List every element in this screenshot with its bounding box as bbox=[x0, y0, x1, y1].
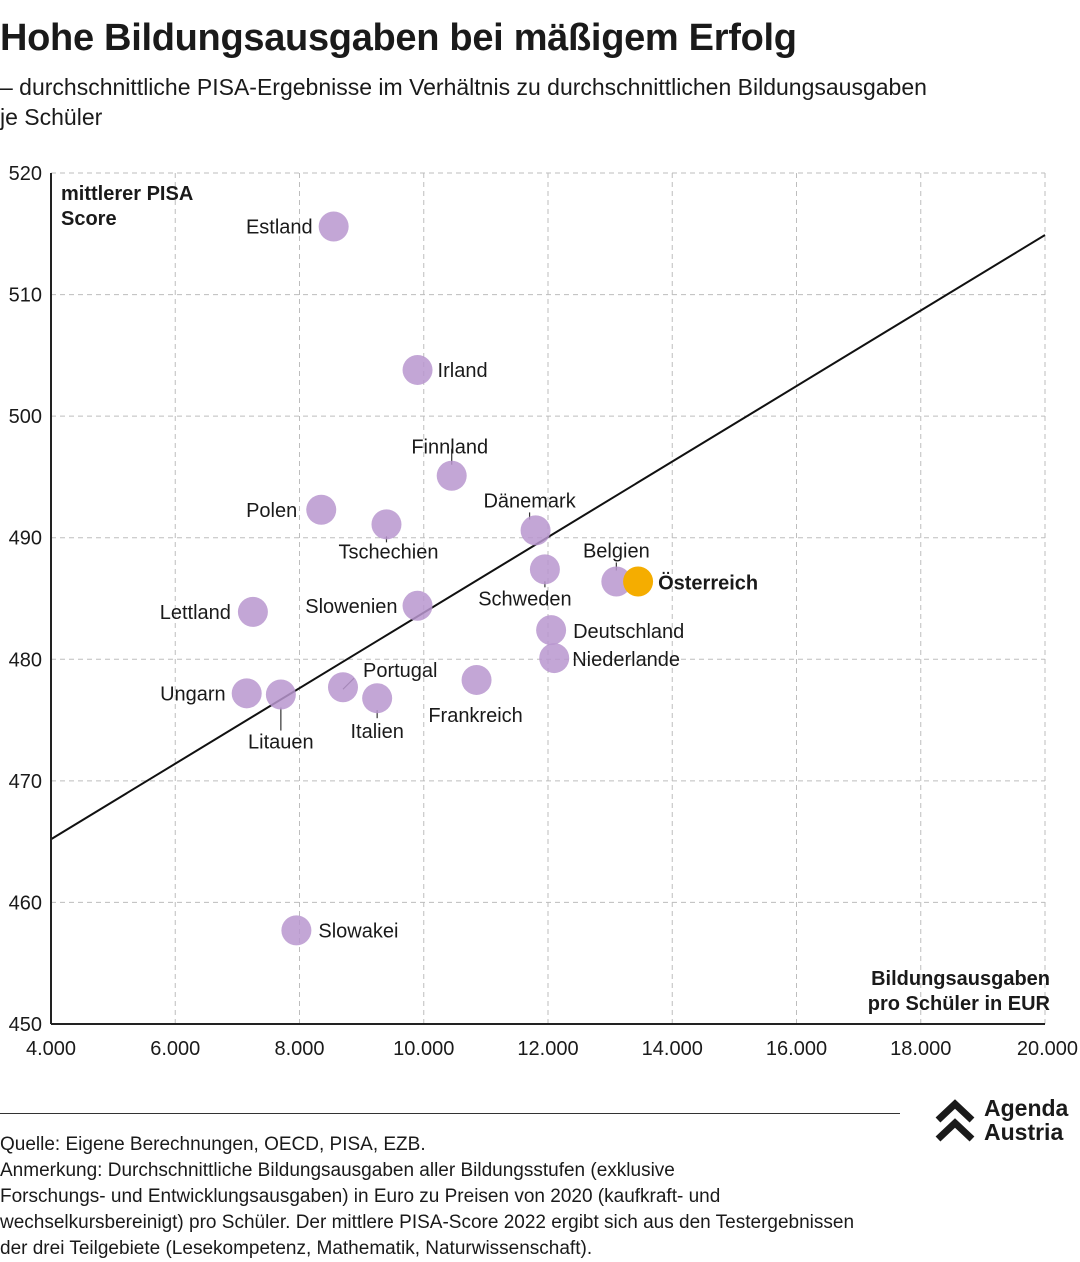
point-label-belgien: Belgien bbox=[583, 540, 650, 562]
point-irland bbox=[402, 354, 433, 385]
note-line-1: Anmerkung: Durchschnittliche Bildungsaus… bbox=[0, 1160, 675, 1181]
point-finnland bbox=[436, 460, 467, 491]
point-lettland bbox=[237, 596, 268, 627]
logo-line-2: Austria bbox=[984, 1119, 1064, 1145]
point-ungarn bbox=[231, 678, 262, 709]
logo-text: Agenda Austria bbox=[984, 1096, 1068, 1144]
point-daenemark bbox=[520, 515, 551, 546]
point-label-frankreich: Frankreich bbox=[428, 705, 522, 727]
scatter-chart: Estland Irland Finnland Polen Tschechien Däne… bbox=[9, 163, 1078, 1060]
note-line-4: der drei Teilgebiete (Lesekompetenz, Mat… bbox=[0, 1238, 593, 1259]
note-line-3: wechselkursbereinigt) pro Schüler. Der m… bbox=[0, 1212, 855, 1233]
footer-divider bbox=[0, 1113, 900, 1114]
x-tick-label-12000: 12.000 bbox=[517, 1038, 578, 1060]
x-tick-label-6000: 6.000 bbox=[150, 1038, 200, 1060]
point-label-finnland: Finnland bbox=[411, 437, 488, 459]
point-label-estland: Estland bbox=[246, 216, 313, 238]
point-label-tschechien: Tschechien bbox=[338, 541, 438, 563]
y-axis-label-line-2: Score bbox=[61, 208, 117, 230]
point-label-italien: Italien bbox=[350, 721, 403, 743]
point-portugal bbox=[327, 672, 358, 703]
x-axis-label-line-2: pro Schüler in EUR bbox=[868, 993, 1051, 1015]
y-axis-label-line-1: mittlerer PISA bbox=[61, 183, 193, 205]
point-frankreich bbox=[461, 664, 492, 695]
point-label-schweden: Schweden bbox=[478, 588, 571, 610]
point-oesterreich bbox=[623, 566, 654, 597]
grid-layer bbox=[51, 172, 1046, 1024]
subtitle-line-1: – durchschnittliche PISA-Ergebnisse im V… bbox=[0, 74, 927, 100]
point-litauen bbox=[265, 679, 296, 710]
x-tick-label-16000: 16.000 bbox=[766, 1038, 827, 1060]
point-label-slowenien: Slowenien bbox=[305, 596, 397, 618]
footer: Quelle: Eigene Berechnungen, OECD, PISA,… bbox=[0, 1132, 1080, 1262]
point-italien bbox=[362, 683, 393, 714]
logo-chevron-icon bbox=[935, 1099, 975, 1142]
point-label-slowakei: Slowakei bbox=[318, 920, 398, 942]
point-polen bbox=[306, 494, 337, 525]
chart-title: Hohe Bildungsausgaben bei mäßigem Erfolg bbox=[0, 17, 797, 59]
note-line-2: Forschungs- und Entwicklungsausgaben) in… bbox=[0, 1186, 721, 1207]
agenda-austria-logo: Agenda Austria bbox=[934, 1096, 1080, 1146]
point-tschechien bbox=[371, 509, 402, 540]
point-slowenien bbox=[402, 590, 433, 621]
point-label-lettland: Lettland bbox=[160, 602, 231, 624]
point-belgien bbox=[601, 566, 632, 597]
point-label-ungarn: Ungarn bbox=[160, 683, 226, 705]
y-tick-label-510: 510 bbox=[9, 285, 42, 307]
point-deutschland bbox=[536, 615, 567, 646]
x-tick-label-4000: 4.000 bbox=[26, 1038, 76, 1060]
x-tick-label-10000: 10.000 bbox=[393, 1038, 454, 1060]
logo-line-1: Agenda bbox=[984, 1095, 1069, 1121]
point-label-irland: Irland bbox=[438, 360, 488, 382]
point-estland bbox=[318, 211, 349, 242]
y-tick-label-520: 520 bbox=[9, 163, 42, 185]
points-layer bbox=[231, 211, 654, 946]
point-niederlande bbox=[539, 643, 570, 674]
x-tick-label-14000: 14.000 bbox=[642, 1038, 703, 1060]
y-tick-label-460: 460 bbox=[9, 892, 42, 914]
point-schweden bbox=[529, 554, 560, 585]
y-tick-label-450: 450 bbox=[9, 1014, 42, 1036]
point-label-oesterreich: Österreich bbox=[658, 571, 758, 594]
point-label-deutschland: Deutschland bbox=[573, 621, 684, 643]
chart-subtitle: – durchschnittliche PISA-Ergebnisse im V… bbox=[0, 72, 1080, 132]
point-label-niederlande: Niederlande bbox=[572, 649, 680, 671]
point-label-daenemark: Dänemark bbox=[483, 490, 576, 512]
y-tick-label-480: 480 bbox=[9, 649, 42, 671]
point-slowakei bbox=[281, 915, 312, 946]
point-label-litauen: Litauen bbox=[248, 732, 314, 754]
axis-layer: 450 460 470 480 490 500 510 520 4.000 6.000 8.000 1… bbox=[9, 163, 1078, 1060]
x-tick-label-18000: 18.000 bbox=[890, 1038, 951, 1060]
y-tick-label-500: 500 bbox=[9, 406, 42, 428]
point-label-portugal: Portugal bbox=[363, 660, 438, 682]
x-tick-label-20000: 20.000 bbox=[1017, 1038, 1078, 1060]
source-text: Quelle: Eigene Berechnungen, OECD, PISA,… bbox=[0, 1134, 426, 1155]
y-tick-label-470: 470 bbox=[9, 771, 42, 793]
y-tick-label-490: 490 bbox=[9, 528, 42, 550]
x-axis-label-line-1: Bildungsausgaben bbox=[871, 968, 1050, 990]
point-label-polen: Polen bbox=[246, 500, 297, 522]
subtitle-line-2: je Schüler bbox=[0, 104, 103, 130]
x-tick-label-8000: 8.000 bbox=[274, 1038, 324, 1060]
point-labels-layer: Estland Irland Finnland Polen Tschechien Däne… bbox=[160, 216, 758, 942]
